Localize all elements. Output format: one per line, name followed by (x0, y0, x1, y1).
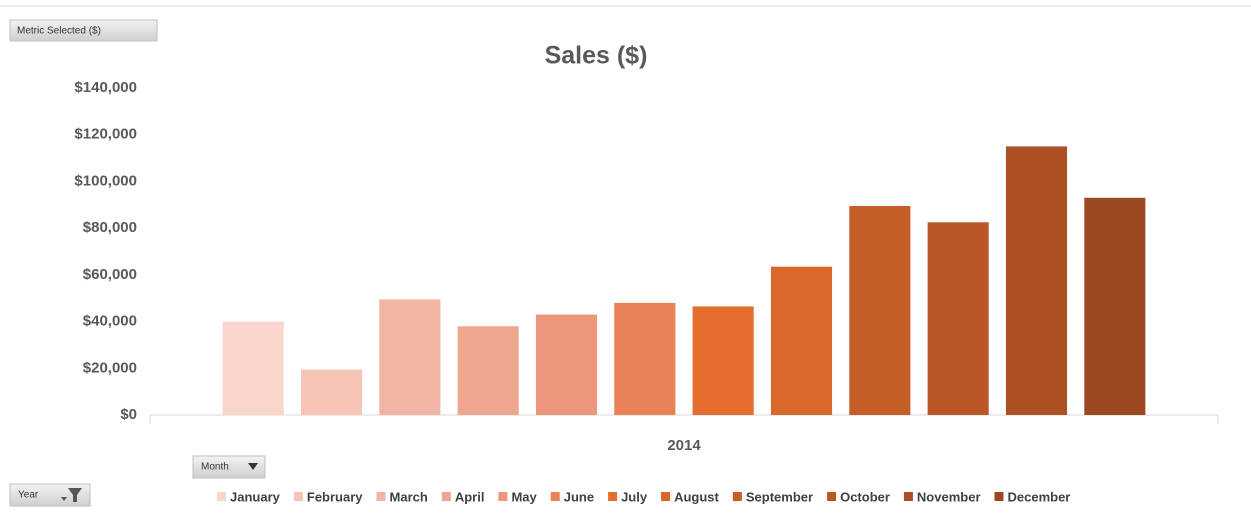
legend-swatch (217, 492, 226, 501)
bar (927, 222, 989, 415)
dropdown-arrow[interactable] (248, 463, 258, 470)
legend-swatch (903, 492, 913, 501)
month-button[interactable] (192, 455, 266, 479)
y-tick-label: $100,000 (74, 172, 137, 189)
legend-swatch (550, 492, 560, 501)
legend-swatch (293, 492, 303, 501)
legend-swatch (608, 492, 618, 501)
bar (379, 299, 441, 415)
bar (1084, 197, 1146, 415)
legend-label: June (564, 489, 594, 504)
bar (222, 321, 284, 415)
bar (535, 314, 598, 415)
legend-swatch (441, 492, 451, 501)
metric-button-label[interactable]: Metric Selected ($) (17, 26, 101, 37)
legend-label: October (840, 489, 890, 504)
bar (692, 306, 754, 415)
bar (849, 205, 911, 415)
legend-label: April (455, 489, 485, 504)
legend-swatch (498, 492, 508, 501)
y-tick-label: $120,000 (74, 126, 137, 143)
legend-label: May (511, 489, 537, 504)
metric-button[interactable] (9, 19, 158, 42)
x-tick-label: 2014 (667, 437, 701, 454)
legend-label: February (307, 489, 363, 504)
legend-swatch (827, 492, 837, 501)
legend-swatch (661, 492, 671, 501)
legend-swatch (994, 492, 1004, 501)
legend-label: August (674, 489, 719, 504)
dropdown-arrow[interactable] (61, 497, 67, 501)
chart-title: Sales ($) (545, 42, 648, 70)
y-tick-label: $40,000 (83, 313, 137, 330)
legend-label: January (230, 489, 281, 504)
legend-swatch (376, 492, 386, 501)
bar (1005, 146, 1068, 415)
y-tick-label: $80,000 (83, 219, 137, 236)
y-tick-label: $140,000 (74, 79, 137, 96)
legend-label: March (390, 489, 428, 504)
bar (614, 302, 676, 415)
legend-label: December (1008, 489, 1071, 504)
legend-swatch (732, 492, 742, 501)
bar (300, 369, 363, 415)
y-tick-label: $20,000 (83, 359, 137, 376)
legend-label: November (917, 489, 981, 504)
month-button-label[interactable]: Month (201, 462, 229, 473)
bar (457, 326, 519, 415)
legend-label: July (621, 489, 648, 504)
bar (770, 266, 833, 415)
y-tick-label: $0 (120, 406, 137, 423)
filter-icon[interactable] (68, 488, 82, 502)
year-button-label[interactable]: Year (18, 490, 39, 501)
legend-label: September (746, 489, 813, 504)
y-tick-label: $60,000 (83, 266, 137, 283)
